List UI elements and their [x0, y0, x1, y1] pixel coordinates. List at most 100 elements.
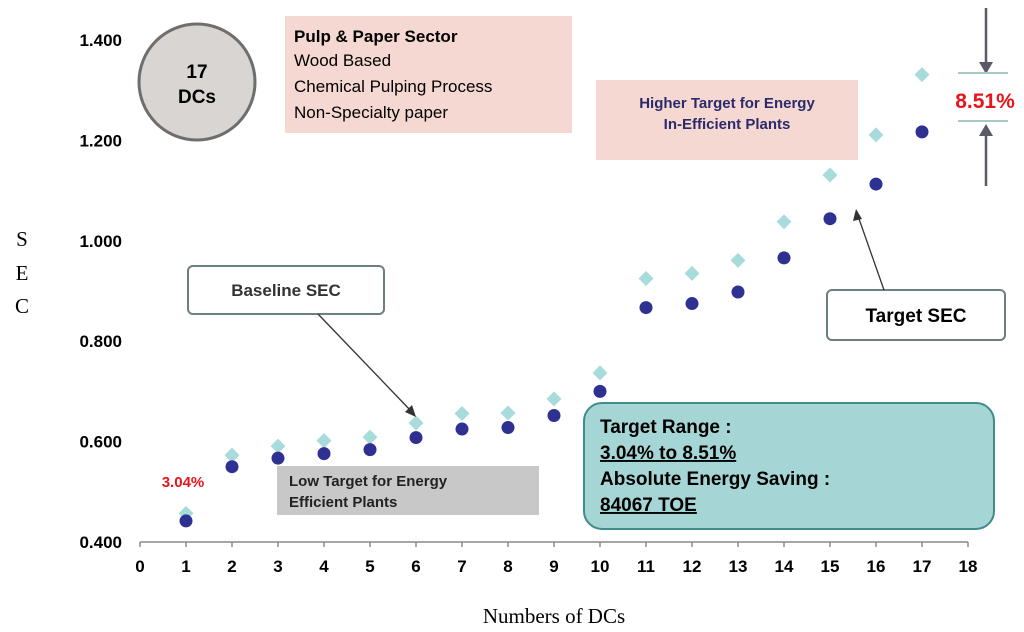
baseline-sec-point	[408, 415, 424, 431]
y-tick-label: 1.000	[79, 232, 122, 251]
sector-line-2: Chemical Pulping Process	[294, 77, 492, 96]
target-sec-point	[409, 431, 423, 445]
baseline-sec-point	[500, 405, 516, 421]
x-tick-label: 11	[637, 557, 655, 576]
target-range-title: Target Range :	[600, 417, 732, 438]
energy-saving-title: Absolute Energy Saving :	[600, 469, 830, 490]
x-tick-label: 3	[273, 557, 282, 576]
baseline-sec-point	[730, 252, 746, 268]
target-sec-point	[915, 125, 929, 139]
high-percent-marker: 8.51%	[955, 8, 1015, 186]
x-axis-label: Numbers of DCs	[483, 604, 625, 628]
target-sec-point	[593, 384, 607, 398]
target-callout: Target SEC	[826, 209, 1006, 341]
higher-target-box: Higher Target for Energy In-Efficient Pl…	[596, 80, 858, 160]
dc-count-label: DCs	[178, 87, 216, 108]
target-sec-point	[455, 422, 469, 436]
y-tick-label: 1.400	[79, 31, 122, 50]
baseline-sec-point	[914, 67, 930, 83]
target-sec-point	[731, 285, 745, 299]
baseline-sec-point	[546, 391, 562, 407]
x-tick-label: 4	[319, 557, 329, 576]
target-range-value: 3.04% to 8.51%	[600, 443, 736, 464]
energy-saving-value: 84067 TOE	[600, 495, 697, 516]
y-tick-label: 0.400	[79, 533, 122, 552]
baseline-sec-point	[224, 447, 240, 463]
target-sec-point	[501, 421, 515, 435]
x-tick-label: 16	[867, 557, 886, 576]
target-sec-point	[271, 451, 285, 465]
low-target-line-1: Low Target for Energy	[289, 473, 448, 490]
baseline-callout-arrowhead	[405, 405, 416, 417]
x-tick-label: 7	[457, 557, 466, 576]
x-tick-label: 15	[821, 557, 840, 576]
baseline-sec-point	[362, 429, 378, 445]
target-sec-point	[317, 447, 331, 461]
baseline-sec-point	[638, 270, 654, 286]
sector-line-3: Non-Specialty paper	[294, 103, 448, 122]
x-tick-label: 0	[135, 557, 144, 576]
target-sec-point	[547, 408, 561, 422]
y-tick-label: 1.200	[79, 131, 122, 150]
target-sec-point	[363, 443, 377, 457]
x-tick-label: 18	[959, 557, 978, 576]
target-sec-point	[639, 301, 653, 315]
y-tick-label: 0.800	[79, 332, 122, 351]
high-percent-label: 8.51%	[955, 90, 1015, 113]
x-tick-label: 13	[729, 557, 748, 576]
x-tick-label: 6	[411, 557, 420, 576]
x-tick-label: 12	[683, 557, 702, 576]
higher-target-bg	[596, 80, 858, 160]
y-axis-label-c: C	[15, 294, 29, 318]
axes: 0 1 2 3 4 5 6 7 8 9 10 11 12 13 14 15 16 17 180.4000.6000.…	[79, 31, 977, 576]
low-percent-label: 3.04%	[162, 474, 205, 491]
target-range-bg	[583, 402, 995, 530]
baseline-sec-point	[868, 127, 884, 143]
x-tick-label: 2	[227, 557, 236, 576]
x-tick-label: 17	[913, 557, 932, 576]
higher-target-line-1: Higher Target for Energy	[639, 95, 815, 112]
x-tick-label: 10	[591, 557, 610, 576]
target-sec-point	[685, 297, 699, 311]
data-marks	[178, 67, 930, 528]
y-axis-label-s: S	[16, 227, 28, 251]
top-arrow-head	[979, 62, 993, 74]
target-sec-point	[823, 212, 837, 226]
target-callout-arrowhead	[853, 209, 862, 221]
target-sec-point	[869, 177, 883, 191]
x-tick-label: 8	[503, 557, 512, 576]
sector-box-bg	[285, 16, 572, 133]
low-target-box: Low Target for Energy Efficient Plants	[277, 466, 539, 515]
sector-title: Pulp & Paper Sector	[294, 27, 458, 46]
baseline-sec-point	[592, 365, 608, 381]
baseline-sec-point	[684, 265, 700, 281]
baseline-callout-arrow	[317, 313, 413, 413]
baseline-sec-point	[454, 405, 470, 421]
y-axis-label-e: E	[16, 261, 29, 285]
target-callout-box	[826, 289, 1006, 341]
baseline-sec-point	[316, 433, 332, 449]
target-range-box: Target Range : 3.04% to 8.51% Absolute E…	[583, 402, 995, 530]
low-target-bg	[277, 466, 539, 515]
x-tick-label: 9	[549, 557, 558, 576]
target-sec-point	[225, 460, 239, 474]
x-tick-label: 1	[181, 557, 190, 576]
dc-count-circle	[137, 22, 257, 142]
target-callout-label: Target SEC	[865, 306, 966, 327]
x-tick-label: 5	[365, 557, 374, 576]
low-target-line-2: Efficient Plants	[289, 494, 397, 511]
target-callout-arrow	[857, 215, 885, 291]
y-tick-label: 0.600	[79, 433, 122, 452]
sector-line-1: Wood Based	[294, 51, 391, 70]
baseline-callout: Baseline SEC	[187, 265, 416, 417]
target-sec-point	[179, 514, 193, 528]
baseline-callout-label: Baseline SEC	[231, 281, 341, 300]
x-tick-label: 14	[775, 557, 794, 576]
target-sec-point	[777, 251, 791, 265]
higher-target-line-2: In-Efficient Plants	[664, 116, 791, 133]
dc-count-number: 17	[186, 62, 207, 83]
baseline-callout-box	[187, 265, 385, 315]
baseline-sec-point	[776, 214, 792, 230]
baseline-sec-point	[270, 438, 286, 454]
